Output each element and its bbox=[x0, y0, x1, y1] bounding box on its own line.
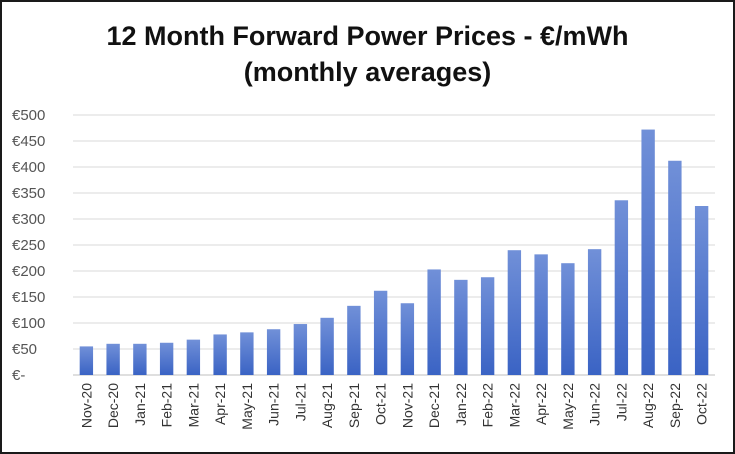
y-tick-label: €500 bbox=[12, 107, 45, 124]
bar bbox=[320, 317, 334, 375]
gridlines bbox=[73, 114, 715, 376]
bar bbox=[79, 346, 94, 375]
x-tick-label: Sep-22 bbox=[667, 383, 683, 428]
bar bbox=[293, 324, 308, 375]
chart-subtitle: (monthly averages) bbox=[243, 57, 492, 87]
y-tick-label: €450 bbox=[12, 133, 45, 150]
bar bbox=[240, 332, 254, 375]
x-tick-label: Mar-21 bbox=[185, 383, 201, 428]
chart-title-line: 12 Month Forward Power Prices - €/mWh bbox=[106, 21, 629, 51]
x-axis-tick-labels: Nov-20 Dec-20 Jan-21 Feb-21 Mar-21 Apr-21 May-… bbox=[78, 383, 709, 430]
x-tick-label: Nov-21 bbox=[399, 383, 415, 428]
bar bbox=[347, 305, 361, 375]
x-tick-label: Oct-22 bbox=[694, 383, 710, 425]
bar bbox=[186, 339, 201, 375]
y-tick-label: €150 bbox=[12, 289, 45, 306]
y-tick-label: €- bbox=[12, 367, 25, 384]
x-tick-label: May-22 bbox=[560, 383, 576, 430]
y-tick-label: €350 bbox=[12, 185, 45, 202]
x-tick-label: Nov-20 bbox=[78, 383, 94, 428]
bar bbox=[507, 250, 522, 375]
bar bbox=[133, 343, 147, 375]
bar bbox=[534, 254, 548, 375]
bar bbox=[213, 334, 227, 375]
x-tick-label: Jul-22 bbox=[613, 383, 629, 421]
bar bbox=[106, 343, 120, 375]
bar bbox=[454, 279, 468, 375]
chart-title: 12 Month Forward Power Prices - €/mWh (m… bbox=[2, 18, 733, 90]
x-tick-label: Sep-21 bbox=[346, 383, 362, 428]
x-tick-label: Jun-22 bbox=[587, 383, 603, 426]
bar bbox=[641, 129, 655, 375]
x-tick-label: Feb-22 bbox=[480, 383, 496, 428]
bar bbox=[159, 342, 174, 375]
x-tick-label: Apr-22 bbox=[533, 383, 549, 425]
x-tick-label: Dec-20 bbox=[105, 383, 121, 428]
bar bbox=[427, 269, 441, 375]
x-tick-label: Oct-21 bbox=[373, 383, 389, 425]
x-tick-label: May-21 bbox=[239, 383, 255, 430]
bar bbox=[400, 303, 415, 375]
y-tick-label: €200 bbox=[12, 263, 45, 280]
bar bbox=[668, 160, 682, 375]
bar bbox=[266, 329, 281, 375]
x-tick-label: Jun-21 bbox=[266, 383, 282, 426]
x-tick-label: Aug-22 bbox=[640, 383, 656, 428]
bar bbox=[587, 249, 602, 375]
x-tick-label: Jan-22 bbox=[453, 383, 469, 426]
x-tick-label: Feb-21 bbox=[159, 383, 175, 428]
y-axis-tick-labels: €- €50 €100 €150 €200 €250 €300 €350 €400 €450 €50… bbox=[12, 107, 45, 384]
bar bbox=[480, 277, 495, 375]
bar bbox=[561, 263, 575, 375]
x-tick-label: Mar-22 bbox=[506, 383, 522, 428]
y-tick-label: €250 bbox=[12, 237, 45, 254]
y-tick-label: €50 bbox=[12, 341, 37, 358]
y-tick-label: €100 bbox=[12, 315, 45, 332]
y-tick-label: €300 bbox=[12, 211, 45, 228]
bar bbox=[373, 290, 388, 375]
x-tick-label: Apr-21 bbox=[212, 383, 228, 425]
y-tick-label: €400 bbox=[12, 159, 45, 176]
bar bbox=[614, 200, 629, 375]
x-tick-label: Jul-21 bbox=[292, 383, 308, 421]
bars bbox=[79, 129, 709, 375]
x-tick-label: Dec-21 bbox=[426, 383, 442, 428]
x-tick-label: Aug-21 bbox=[319, 383, 335, 428]
bar bbox=[694, 206, 709, 375]
x-tick-label: Jan-21 bbox=[132, 383, 148, 426]
